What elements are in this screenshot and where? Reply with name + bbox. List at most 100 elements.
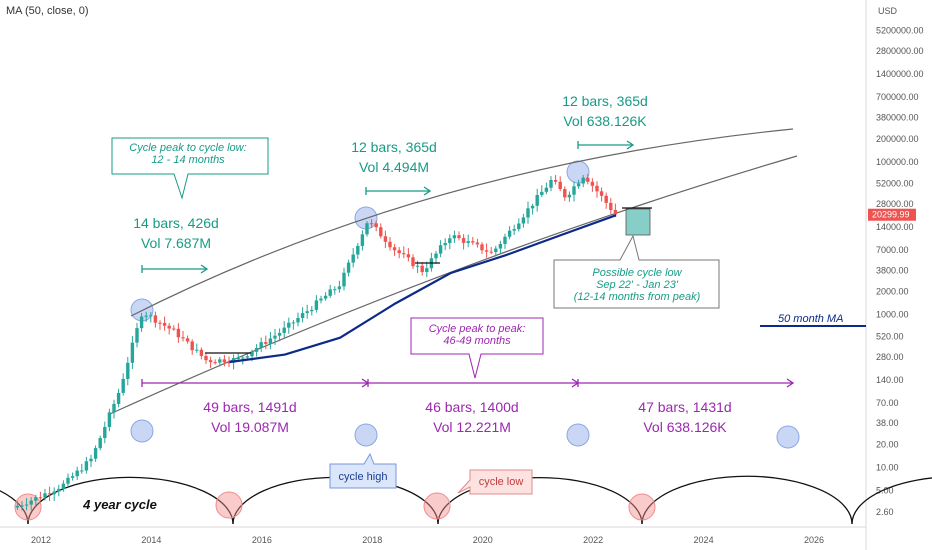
candle xyxy=(383,236,388,242)
candle xyxy=(507,230,512,237)
candle xyxy=(135,328,139,343)
price-tag-label: 20299.99 xyxy=(872,210,910,220)
candle xyxy=(530,205,535,209)
price-tick-label: 70.00 xyxy=(876,398,899,408)
candle xyxy=(369,223,374,225)
price-tick-label: 2.60 xyxy=(876,507,894,517)
cycle-low-marker xyxy=(628,493,656,521)
candle xyxy=(167,325,171,329)
candle xyxy=(521,217,526,224)
candle xyxy=(581,177,585,184)
cycle-high-tag-text: cycle high xyxy=(339,471,388,483)
callout-peak-to-peak xyxy=(410,317,544,379)
candle xyxy=(158,322,162,324)
candle xyxy=(346,262,351,273)
candle xyxy=(185,338,190,342)
candle xyxy=(204,355,208,361)
candle xyxy=(333,289,337,291)
candle xyxy=(61,483,66,489)
candle xyxy=(590,181,595,186)
four-year-cycle-label: 4 year cycle xyxy=(82,497,157,512)
candle xyxy=(402,253,406,255)
currency-label: USD xyxy=(878,6,898,16)
bars-label-1: Vol 7.687M xyxy=(141,235,211,251)
candle xyxy=(406,254,411,258)
candle xyxy=(47,493,52,495)
candle xyxy=(66,477,70,484)
candle xyxy=(576,183,581,187)
candle xyxy=(544,187,549,192)
candle xyxy=(323,295,328,299)
cycle-high-tag xyxy=(329,452,397,489)
candle xyxy=(199,349,204,356)
callout-peak-to-peak-text: 46-49 months xyxy=(443,335,511,347)
time-tick-label: 2016 xyxy=(252,535,272,545)
candle xyxy=(512,229,516,231)
possible-low-box xyxy=(625,208,651,236)
cycle-low-tag xyxy=(457,469,533,495)
candle xyxy=(305,311,309,314)
candle xyxy=(379,227,383,237)
candle xyxy=(70,476,75,478)
candle xyxy=(392,247,397,251)
candle xyxy=(208,360,213,363)
candle xyxy=(52,491,56,495)
candle xyxy=(116,392,121,404)
cycle-low-marker xyxy=(423,492,451,520)
candle xyxy=(337,286,342,290)
candle xyxy=(365,223,369,235)
price-tag xyxy=(868,208,916,221)
period-label-2: 46 bars, 1400d xyxy=(425,399,518,415)
candle xyxy=(310,309,314,312)
candle xyxy=(595,185,599,192)
price-tick-label: 28000.00 xyxy=(876,199,914,209)
candle xyxy=(540,191,544,196)
cycle-arc xyxy=(27,476,234,525)
bars-label-2: Vol 4.494M xyxy=(359,159,429,175)
candle xyxy=(494,248,498,253)
candle xyxy=(38,497,43,499)
time-tick-label: 2018 xyxy=(362,535,382,545)
cycle-arc xyxy=(437,476,643,525)
candle xyxy=(250,351,254,357)
candle xyxy=(466,241,470,243)
candle xyxy=(190,341,194,351)
price-tick-label: 20.00 xyxy=(876,439,899,449)
candle xyxy=(139,316,144,329)
callout-possible-low-text: Sep 22' - Jan 23' xyxy=(596,279,679,291)
price-tick-label: 2000.00 xyxy=(876,287,909,297)
price-tick-label: 700000.00 xyxy=(876,92,919,102)
callout-peak-to-peak-text: Cycle peak to peak: xyxy=(429,323,526,335)
candle xyxy=(213,362,217,364)
callout-possible-low-text: (12-14 months from peak) xyxy=(574,291,701,303)
candle xyxy=(526,208,530,218)
candle xyxy=(319,298,323,301)
candle xyxy=(434,253,438,259)
cycle-arc xyxy=(851,477,932,525)
candle xyxy=(397,250,401,254)
candle xyxy=(549,180,553,188)
time-tick-label: 2022 xyxy=(583,535,603,545)
candle xyxy=(452,235,457,239)
candle xyxy=(503,236,507,244)
candle xyxy=(498,243,503,249)
price-tick-label: 5200000.00 xyxy=(876,26,924,36)
candle xyxy=(172,328,176,330)
candle xyxy=(360,234,365,246)
candle xyxy=(24,504,29,506)
candle xyxy=(586,177,590,182)
price-tick-label: 5.00 xyxy=(876,486,894,496)
candle xyxy=(153,315,158,323)
callout-peak-to-low-text: Cycle peak to cycle low: xyxy=(129,142,246,154)
candle xyxy=(287,322,291,328)
candle xyxy=(15,505,20,508)
candle xyxy=(328,289,332,296)
price-tick-label: 1400000.00 xyxy=(876,69,924,79)
time-tick-label: 2024 xyxy=(694,535,714,545)
price-tick-label: 100000.00 xyxy=(876,157,919,167)
time-tick-label: 2012 xyxy=(31,535,51,545)
candle xyxy=(149,315,153,317)
bars-label-1: 14 bars, 426d xyxy=(133,215,219,231)
candle xyxy=(144,315,148,317)
